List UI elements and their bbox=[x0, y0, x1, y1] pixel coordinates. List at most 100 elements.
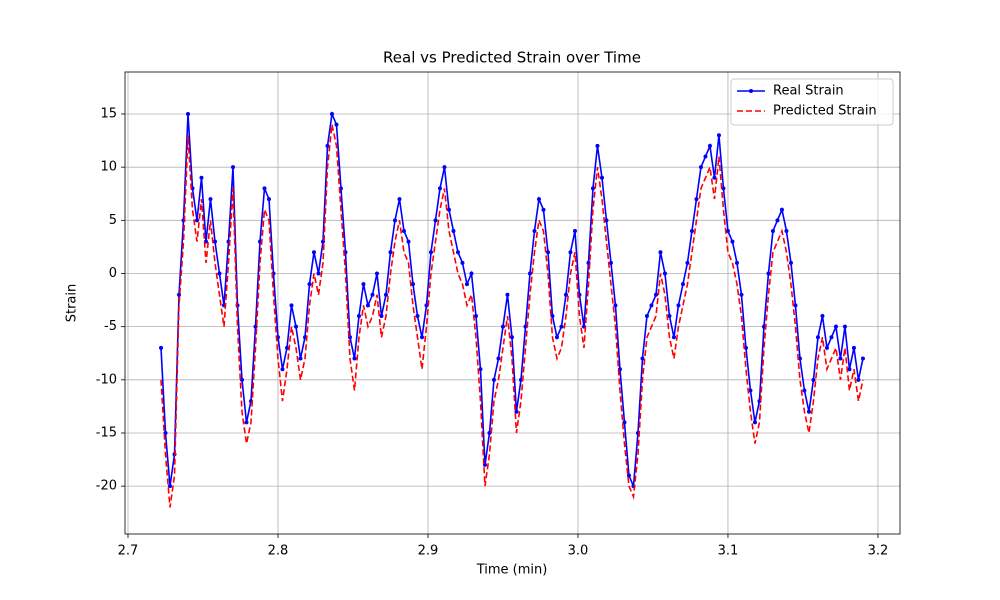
data-point bbox=[847, 367, 852, 372]
data-point bbox=[833, 324, 838, 329]
data-point bbox=[541, 207, 546, 212]
data-point bbox=[676, 303, 681, 308]
data-point bbox=[289, 303, 294, 308]
data-point bbox=[505, 292, 510, 297]
data-point bbox=[743, 345, 748, 350]
data-point bbox=[766, 271, 771, 276]
data-point bbox=[298, 356, 303, 361]
data-point bbox=[455, 250, 460, 255]
data-point bbox=[473, 314, 478, 319]
data-point bbox=[685, 260, 690, 265]
data-point bbox=[374, 271, 379, 276]
data-point bbox=[253, 324, 258, 329]
data-point bbox=[419, 335, 424, 340]
data-point bbox=[748, 388, 753, 393]
data-point bbox=[554, 335, 559, 340]
data-point bbox=[487, 430, 492, 435]
data-point bbox=[194, 218, 199, 223]
data-point bbox=[752, 420, 757, 425]
legend: Real Strain Predicted Strain bbox=[730, 78, 894, 126]
x-tick-label: 3.1 bbox=[718, 544, 739, 559]
data-point bbox=[712, 175, 717, 180]
data-point bbox=[689, 228, 694, 233]
data-point bbox=[329, 112, 334, 116]
y-tick-label: 5 bbox=[109, 213, 117, 228]
y-tick-label: 10 bbox=[100, 160, 117, 175]
data-point bbox=[770, 228, 775, 233]
data-point bbox=[545, 250, 550, 255]
data-point bbox=[824, 345, 829, 350]
data-point bbox=[491, 377, 496, 382]
y-tick-label: 0 bbox=[109, 266, 117, 281]
data-point bbox=[779, 207, 784, 212]
data-point bbox=[640, 356, 645, 361]
data-point bbox=[662, 271, 667, 276]
data-point bbox=[410, 282, 415, 287]
data-point bbox=[572, 228, 577, 233]
data-point bbox=[649, 303, 654, 308]
data-point bbox=[212, 239, 217, 244]
data-point bbox=[653, 292, 658, 297]
data-point bbox=[266, 197, 271, 202]
data-point bbox=[734, 260, 739, 265]
data-point bbox=[293, 324, 298, 329]
data-point bbox=[451, 228, 456, 233]
data-point bbox=[217, 271, 222, 276]
data-point bbox=[536, 197, 541, 202]
data-point bbox=[379, 314, 384, 319]
data-point bbox=[860, 356, 865, 361]
data-point bbox=[851, 345, 856, 350]
data-point bbox=[667, 314, 672, 319]
data-point bbox=[590, 186, 595, 191]
data-point bbox=[775, 218, 780, 223]
data-point bbox=[325, 143, 330, 148]
data-point bbox=[460, 260, 465, 265]
data-point bbox=[478, 367, 483, 372]
data-point bbox=[280, 367, 285, 372]
data-point bbox=[361, 282, 366, 287]
data-point bbox=[424, 303, 429, 308]
data-point bbox=[568, 250, 573, 255]
data-point bbox=[527, 271, 532, 276]
data-point bbox=[428, 250, 433, 255]
data-point bbox=[185, 112, 190, 116]
data-point bbox=[437, 186, 442, 191]
data-point bbox=[401, 228, 406, 233]
data-point bbox=[397, 197, 402, 202]
data-point bbox=[725, 228, 730, 233]
data-point bbox=[352, 356, 357, 361]
series-line bbox=[160, 124, 864, 508]
data-point bbox=[406, 239, 411, 244]
data-point bbox=[829, 335, 834, 340]
data-point bbox=[707, 143, 712, 148]
data-point bbox=[496, 356, 501, 361]
data-point bbox=[307, 282, 312, 287]
data-point bbox=[167, 484, 172, 489]
data-point bbox=[793, 303, 798, 308]
data-point bbox=[604, 218, 609, 223]
data-point bbox=[815, 335, 820, 340]
data-point bbox=[842, 324, 847, 329]
data-point bbox=[802, 388, 807, 393]
data-point bbox=[626, 473, 631, 478]
data-point bbox=[244, 420, 249, 425]
data-point bbox=[514, 409, 519, 414]
data-point bbox=[608, 260, 613, 265]
data-point bbox=[788, 260, 793, 265]
data-point bbox=[316, 271, 321, 276]
data-point bbox=[442, 165, 447, 170]
data-point bbox=[838, 356, 843, 361]
data-point bbox=[311, 250, 316, 255]
data-point bbox=[806, 409, 811, 414]
y-tick-label: -5 bbox=[104, 319, 117, 334]
data-point bbox=[415, 314, 420, 319]
data-point bbox=[523, 324, 528, 329]
x-tick-label: 2.7 bbox=[118, 544, 139, 559]
data-point bbox=[433, 218, 438, 223]
data-point bbox=[671, 335, 676, 340]
y-axis-label: Strain bbox=[65, 284, 80, 323]
plot-frame bbox=[124, 71, 901, 535]
data-point bbox=[680, 282, 685, 287]
data-point bbox=[392, 218, 397, 223]
